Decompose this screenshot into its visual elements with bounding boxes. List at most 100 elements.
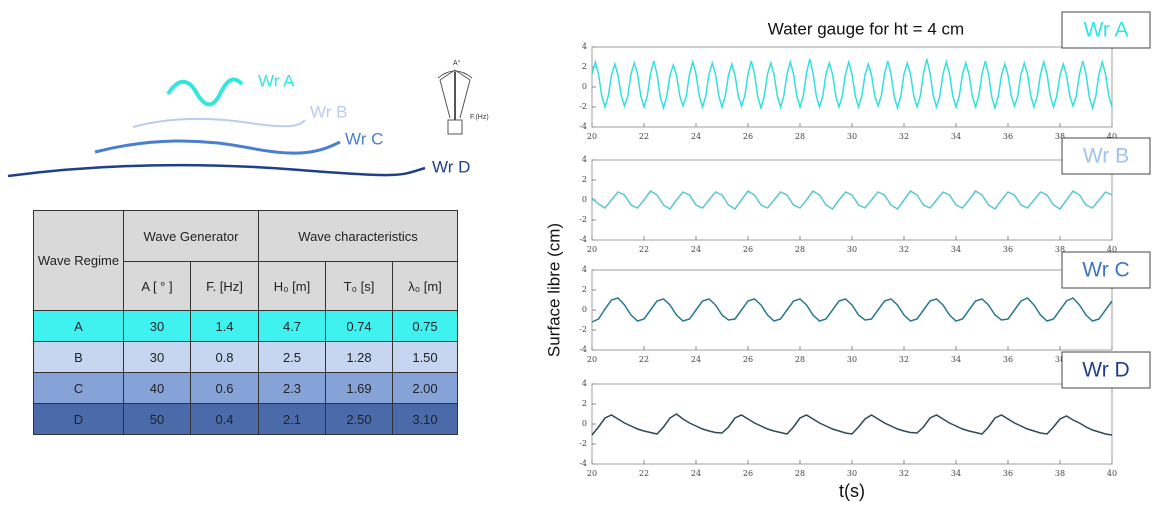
plot-frame	[591, 383, 1113, 465]
x-tick-label: 20	[587, 469, 597, 478]
series-line	[591, 413, 1113, 436]
series-line	[591, 189, 1113, 211]
table-header: T₀ [s]	[325, 261, 393, 311]
x-tick-label: 22	[639, 469, 649, 478]
table-row: B 30 0.8 2.5 1.28 1.50	[33, 341, 458, 373]
x-tick-label: 34	[951, 245, 961, 254]
table-cell: 0.8	[190, 341, 259, 373]
table-cell: B	[33, 341, 124, 373]
table-cell: 30	[123, 341, 191, 373]
legend-box	[1061, 11, 1151, 49]
x-tick-label: 22	[639, 245, 649, 254]
y-tick-label: 0	[582, 419, 587, 428]
x-tick-label: 28	[795, 132, 805, 141]
x-tick-label: 30	[847, 245, 857, 254]
x-tick-label: 32	[899, 132, 909, 141]
pendulum-label: A°	[453, 59, 461, 67]
table-row: A 30 1.4 4.7 0.74 0.75	[33, 310, 458, 342]
x-tick-label: 30	[847, 132, 857, 141]
y-tick-label: 2	[582, 285, 587, 294]
table-cell: C	[33, 372, 124, 404]
y-tick-label: 2	[582, 399, 587, 408]
x-tick-label: 28	[795, 469, 805, 478]
wave-table: Wave Regime Wave Generator Wave characte…	[33, 210, 458, 435]
x-tick-label: 34	[951, 355, 961, 364]
x-tick-label: 22	[639, 355, 649, 364]
wave-label: Wr A	[258, 71, 295, 90]
table-header: λ₀ [m]	[392, 261, 458, 311]
wave-c	[94, 139, 341, 155]
series-line	[591, 297, 1113, 323]
plot-frame	[591, 46, 1113, 128]
y-tick-label: 2	[582, 175, 587, 184]
table-cell: A	[33, 310, 124, 342]
table-header: Wave Generator	[123, 210, 259, 262]
y-tick-label: -2	[579, 439, 587, 448]
legend-box	[1061, 137, 1151, 175]
x-tick-label: 28	[795, 245, 805, 254]
x-tick-label: 40	[1107, 469, 1117, 478]
x-tick-label: 30	[847, 469, 857, 478]
chart-title: Water gauge for ht = 4 cm	[768, 19, 964, 38]
wave-a	[166, 77, 244, 107]
y-tick-label: 4	[582, 379, 587, 388]
table-cell: 1.69	[325, 372, 393, 404]
x-tick-label: 24	[691, 132, 701, 141]
x-tick-label: 32	[899, 469, 909, 478]
table-cell: 2.5	[258, 341, 326, 373]
table-header: Wave characteristics	[258, 210, 458, 262]
x-tick-label: 34	[951, 132, 961, 141]
x-tick-label: 28	[795, 355, 805, 364]
x-axis-label: t(s)	[839, 481, 865, 501]
x-tick-label: 30	[847, 355, 857, 364]
table-cell: 2.50	[325, 403, 393, 435]
table-cell: 2.00	[392, 372, 458, 404]
x-tick-label: 20	[587, 132, 597, 141]
y-tick-label: -4	[579, 235, 587, 244]
wave-label: Wr B	[310, 102, 347, 121]
x-tick-label: 38	[1055, 355, 1065, 364]
wave-d	[7, 163, 426, 178]
x-tick-label: 32	[899, 245, 909, 254]
x-tick-label: 24	[691, 469, 701, 478]
table-cell: 0.74	[325, 310, 393, 342]
pendulum-icon	[437, 69, 473, 135]
x-tick-label: 32	[899, 355, 909, 364]
x-tick-label: 36	[1003, 245, 1013, 254]
x-tick-label: 38	[1055, 132, 1065, 141]
y-tick-label: 0	[582, 82, 587, 91]
table-header: A [ ° ]	[123, 261, 191, 311]
y-tick-label: -2	[579, 325, 587, 334]
y-tick-label: -4	[579, 122, 587, 131]
table-cell: D	[33, 403, 124, 435]
wave-label: Wr C	[345, 129, 383, 148]
y-tick-label: 4	[582, 155, 587, 164]
x-tick-label: 36	[1003, 132, 1013, 141]
y-tick-label: 4	[582, 265, 587, 274]
x-tick-label: 24	[691, 245, 701, 254]
x-tick-label: 26	[743, 355, 753, 364]
y-tick-label: 0	[582, 195, 587, 204]
x-tick-label: 36	[1003, 469, 1013, 478]
table-cell: 1.4	[190, 310, 259, 342]
table-header: F. [Hz]	[190, 261, 259, 311]
x-tick-label: 34	[951, 469, 961, 478]
legend-label: Wr D	[1082, 359, 1129, 382]
table-body: A 30 1.4 4.7 0.74 0.75 B 30 0.8 2.5 1.28 1.50 C 40 0.6…	[33, 310, 458, 435]
y-axis-label: Surface libre (cm)	[544, 223, 563, 357]
series-line	[591, 58, 1113, 111]
x-tick-label: 40	[1107, 132, 1117, 141]
table-header: H₀ [m]	[258, 261, 326, 311]
legend-label: Wr A	[1083, 19, 1128, 42]
y-tick-label: 4	[582, 42, 587, 51]
wave-label: Wr D	[432, 157, 470, 176]
table-row: C 40 0.6 2.3 1.69 2.00	[33, 372, 458, 404]
y-tick-label: 0	[582, 305, 587, 314]
table-cell: 1.50	[392, 341, 458, 373]
table-cell: 3.10	[392, 403, 458, 435]
legend-label: Wr B	[1083, 145, 1129, 168]
legend-box	[1061, 351, 1151, 389]
x-tick-label: 22	[639, 132, 649, 141]
x-tick-label: 26	[743, 245, 753, 254]
